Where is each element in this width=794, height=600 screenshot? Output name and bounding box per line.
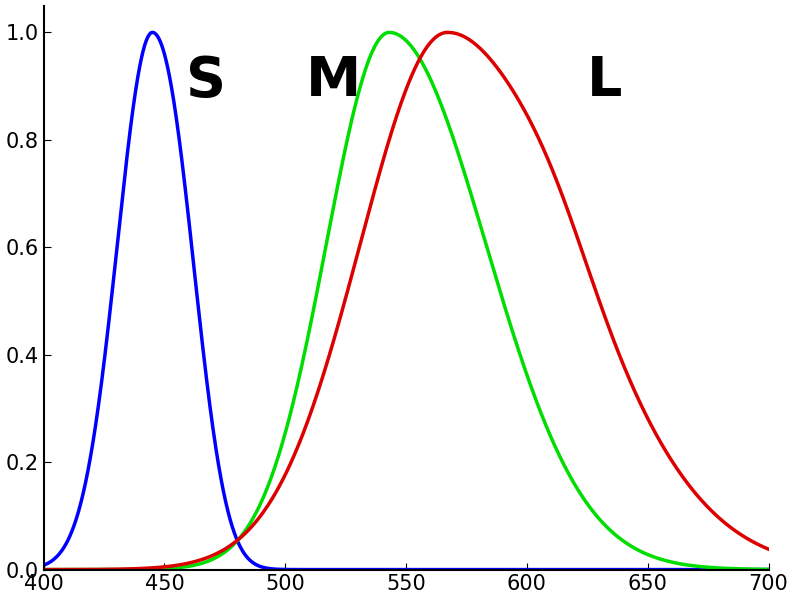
Text: L: L [587, 54, 622, 108]
Text: S: S [186, 54, 225, 108]
Text: M: M [306, 54, 361, 108]
